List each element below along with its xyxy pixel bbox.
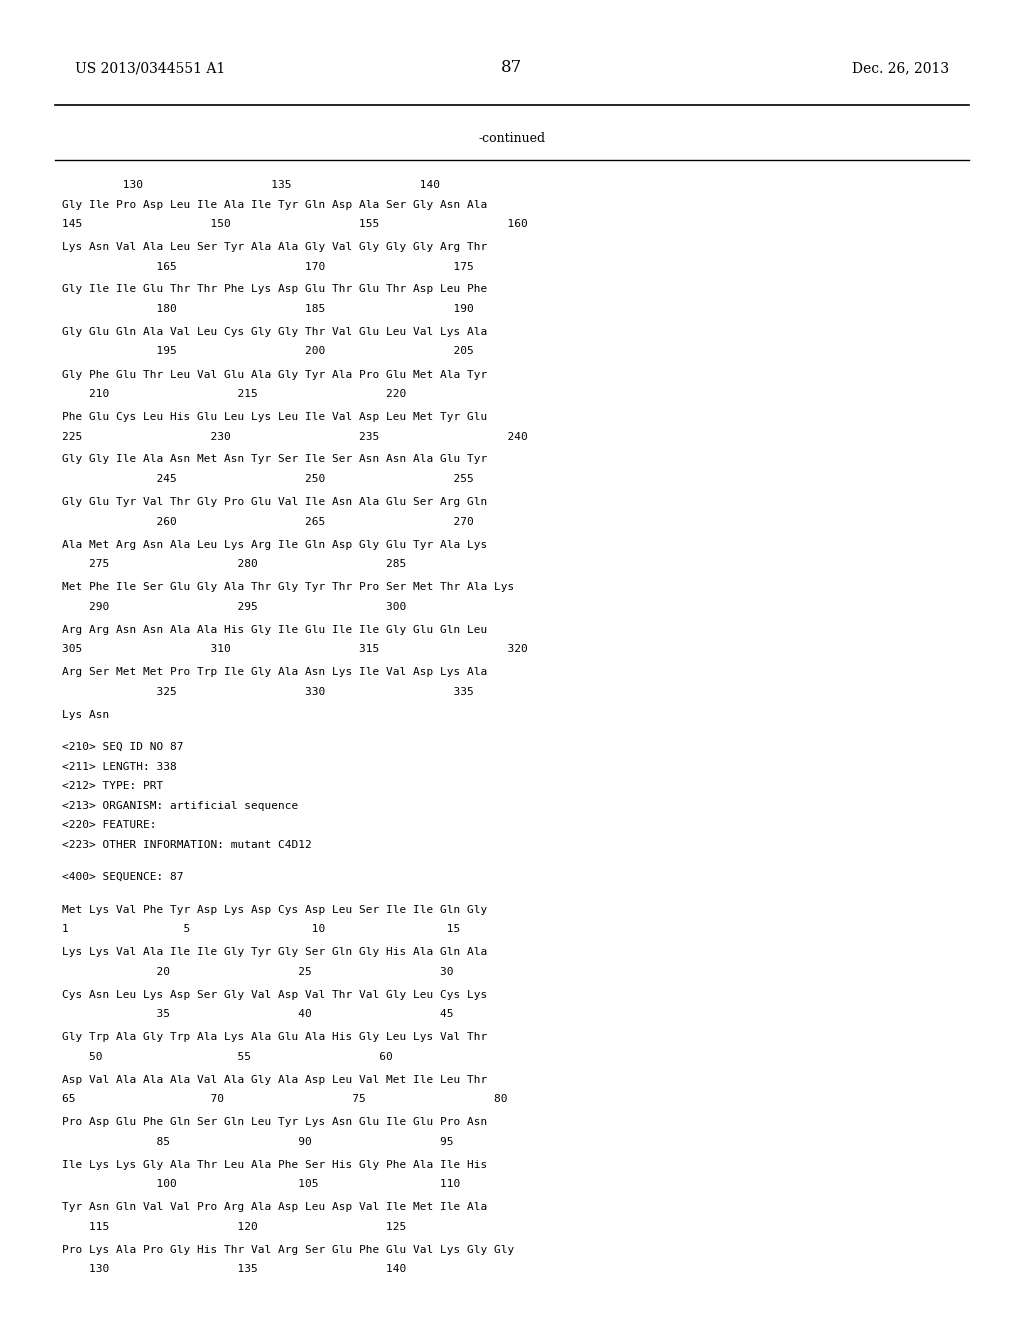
Text: Pro Lys Ala Pro Gly His Thr Val Arg Ser Glu Phe Glu Val Lys Gly Gly: Pro Lys Ala Pro Gly His Thr Val Arg Ser … [62,1245,514,1254]
Text: Ala Met Arg Asn Ala Leu Lys Arg Ile Gln Asp Gly Glu Tyr Ala Lys: Ala Met Arg Asn Ala Leu Lys Arg Ile Gln … [62,540,487,549]
Text: 225                   230                   235                   240: 225 230 235 240 [62,432,527,441]
Text: Asp Val Ala Ala Ala Val Ala Gly Ala Asp Leu Val Met Ile Leu Thr: Asp Val Ala Ala Ala Val Ala Gly Ala Asp … [62,1074,487,1085]
Text: 180                   185                   190: 180 185 190 [62,304,474,314]
Text: 65                    70                   75                   80: 65 70 75 80 [62,1094,508,1104]
Text: 165                   170                   175: 165 170 175 [62,261,474,272]
Text: Arg Ser Met Met Pro Trp Ile Gly Ala Asn Lys Ile Val Asp Lys Ala: Arg Ser Met Met Pro Trp Ile Gly Ala Asn … [62,667,487,677]
Text: <223> OTHER INFORMATION: mutant C4D12: <223> OTHER INFORMATION: mutant C4D12 [62,840,311,850]
Text: <212> TYPE: PRT: <212> TYPE: PRT [62,781,163,791]
Text: Gly Gly Ile Ala Asn Met Asn Tyr Ser Ile Ser Asn Asn Ala Glu Tyr: Gly Gly Ile Ala Asn Met Asn Tyr Ser Ile … [62,454,487,465]
Text: Gly Glu Gln Ala Val Leu Cys Gly Gly Thr Val Glu Leu Val Lys Ala: Gly Glu Gln Ala Val Leu Cys Gly Gly Thr … [62,327,487,337]
Text: Lys Lys Val Ala Ile Ile Gly Tyr Gly Ser Gln Gly His Ala Gln Ala: Lys Lys Val Ala Ile Ile Gly Tyr Gly Ser … [62,946,487,957]
Text: 20                   25                   30: 20 25 30 [62,966,454,977]
Text: 35                   40                   45: 35 40 45 [62,1008,454,1019]
Text: Lys Asn: Lys Asn [62,710,110,719]
Text: 260                   265                   270: 260 265 270 [62,516,474,527]
Text: Gly Phe Glu Thr Leu Val Glu Ala Gly Tyr Ala Pro Glu Met Ala Tyr: Gly Phe Glu Thr Leu Val Glu Ala Gly Tyr … [62,370,487,380]
Text: 325                   330                   335: 325 330 335 [62,686,474,697]
Text: 130                   135                   140: 130 135 140 [62,1265,407,1274]
Text: 305                   310                   315                   320: 305 310 315 320 [62,644,527,653]
Text: <213> ORGANISM: artificial sequence: <213> ORGANISM: artificial sequence [62,800,298,810]
Text: Lys Asn Val Ala Leu Ser Tyr Ala Ala Gly Val Gly Gly Gly Arg Thr: Lys Asn Val Ala Leu Ser Tyr Ala Ala Gly … [62,242,487,252]
Text: Gly Glu Tyr Val Thr Gly Pro Glu Val Ile Asn Ala Glu Ser Arg Gln: Gly Glu Tyr Val Thr Gly Pro Glu Val Ile … [62,498,487,507]
Text: 50                    55                   60: 50 55 60 [62,1052,393,1061]
Text: Pro Asp Glu Phe Gln Ser Gln Leu Tyr Lys Asn Glu Ile Glu Pro Asn: Pro Asp Glu Phe Gln Ser Gln Leu Tyr Lys … [62,1117,487,1127]
Text: <220> FEATURE:: <220> FEATURE: [62,820,157,830]
Text: 1                 5                  10                  15: 1 5 10 15 [62,924,460,935]
Text: 245                   250                   255: 245 250 255 [62,474,474,484]
Text: Gly Ile Ile Glu Thr Thr Phe Lys Asp Glu Thr Glu Thr Asp Leu Phe: Gly Ile Ile Glu Thr Thr Phe Lys Asp Glu … [62,285,487,294]
Text: Cys Asn Leu Lys Asp Ser Gly Val Asp Val Thr Val Gly Leu Cys Lys: Cys Asn Leu Lys Asp Ser Gly Val Asp Val … [62,990,487,999]
Text: 210                   215                   220: 210 215 220 [62,389,407,399]
Text: 115                   120                   125: 115 120 125 [62,1221,407,1232]
Text: Ile Lys Lys Gly Ala Thr Leu Ala Phe Ser His Gly Phe Ala Ile His: Ile Lys Lys Gly Ala Thr Leu Ala Phe Ser … [62,1159,487,1170]
Text: Phe Glu Cys Leu His Glu Leu Lys Leu Ile Val Asp Leu Met Tyr Glu: Phe Glu Cys Leu His Glu Leu Lys Leu Ile … [62,412,487,422]
Text: 85                   90                   95: 85 90 95 [62,1137,454,1147]
Text: <400> SEQUENCE: 87: <400> SEQUENCE: 87 [62,873,183,882]
Text: Met Lys Val Phe Tyr Asp Lys Asp Cys Asp Leu Ser Ile Ile Gln Gly: Met Lys Val Phe Tyr Asp Lys Asp Cys Asp … [62,904,487,915]
Text: Gly Ile Pro Asp Leu Ile Ala Ile Tyr Gln Asp Ala Ser Gly Asn Ala: Gly Ile Pro Asp Leu Ile Ala Ile Tyr Gln … [62,199,487,210]
Text: 145                   150                   155                   160: 145 150 155 160 [62,219,527,228]
Text: 100                  105                  110: 100 105 110 [62,1179,460,1189]
Text: 87: 87 [502,59,522,77]
Text: 275                   280                   285: 275 280 285 [62,558,407,569]
Text: 195                   200                   205: 195 200 205 [62,346,474,356]
Text: <210> SEQ ID NO 87: <210> SEQ ID NO 87 [62,742,183,752]
Text: 290                   295                   300: 290 295 300 [62,602,407,611]
Text: Tyr Asn Gln Val Val Pro Arg Ala Asp Leu Asp Val Ile Met Ile Ala: Tyr Asn Gln Val Val Pro Arg Ala Asp Leu … [62,1203,487,1212]
Text: Dec. 26, 2013: Dec. 26, 2013 [852,61,949,75]
Text: US 2013/0344551 A1: US 2013/0344551 A1 [75,61,225,75]
Text: 130                   135                   140: 130 135 140 [62,180,440,190]
Text: Arg Arg Asn Asn Ala Ala His Gly Ile Glu Ile Ile Gly Glu Gln Leu: Arg Arg Asn Asn Ala Ala His Gly Ile Glu … [62,624,487,635]
Text: -continued: -continued [478,132,546,145]
Text: Met Phe Ile Ser Glu Gly Ala Thr Gly Tyr Thr Pro Ser Met Thr Ala Lys: Met Phe Ile Ser Glu Gly Ala Thr Gly Tyr … [62,582,514,591]
Text: Gly Trp Ala Gly Trp Ala Lys Ala Glu Ala His Gly Leu Lys Val Thr: Gly Trp Ala Gly Trp Ala Lys Ala Glu Ala … [62,1032,487,1041]
Text: <211> LENGTH: 338: <211> LENGTH: 338 [62,762,177,771]
